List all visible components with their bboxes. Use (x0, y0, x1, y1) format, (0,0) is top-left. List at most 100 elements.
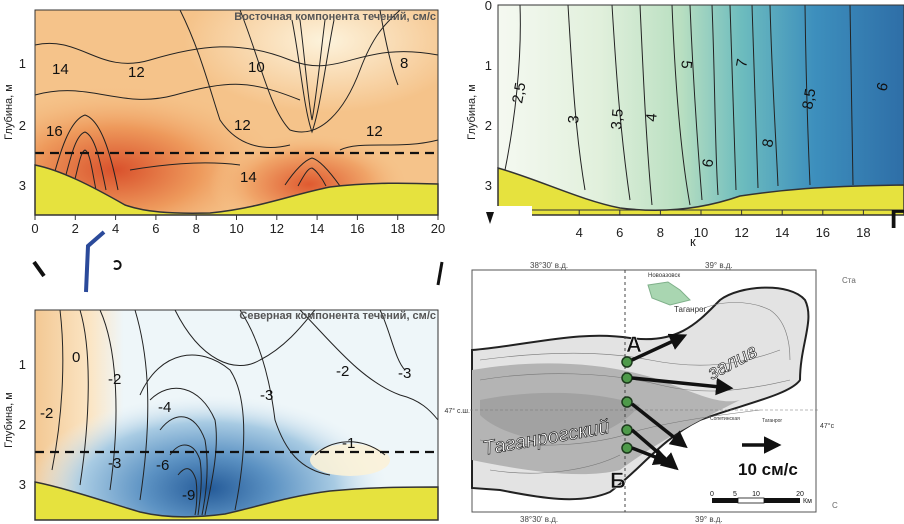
north-contour-label: -4 (158, 399, 171, 416)
salinity-contour-label: 4 (643, 113, 661, 123)
north-y-ticks: 1 2 3 (19, 357, 26, 492)
salinity-y-ticks: 0 1 2 3 (485, 0, 492, 193)
map-station (621, 396, 633, 408)
north-contour-label: -1 (342, 435, 355, 452)
map-point-b: Б (610, 468, 626, 493)
salinity-y-tick: 2 (485, 118, 492, 133)
left-fragment (32, 260, 46, 278)
letter-fragment (113, 260, 122, 270)
salinity-y-tick: 1 (485, 58, 492, 73)
map-city-area (647, 281, 691, 306)
north-contour-label: -6 (156, 457, 169, 474)
east-panel: Восточная компонента течений, см/с 14 12… (3, 9, 445, 236)
salinity-panel-letter: Г (890, 204, 904, 234)
north-contour-label: 0 (72, 349, 80, 366)
north-contour-label: -2 (336, 363, 349, 380)
north-y-tick: 2 (19, 417, 26, 432)
east-contour-label: 12 (366, 123, 383, 140)
east-x-tick: 2 (72, 221, 79, 236)
map-isobaths (479, 302, 791, 474)
north-contour-label: -3 (260, 387, 273, 404)
salinity-x-tick: 8 (657, 225, 664, 240)
salinity-contour-label: 7 (733, 58, 751, 69)
blue-fragment (84, 230, 106, 293)
map-station (621, 424, 633, 436)
east-y-ticks: 1 2 3 (19, 56, 26, 193)
map-town-label: Таганрог (674, 305, 706, 314)
salinity-x-label-fragment: к (690, 234, 696, 249)
north-minimum (35, 310, 438, 520)
map-station (621, 356, 633, 368)
east-contour-label: 16 (46, 123, 63, 140)
east-contour-label: 14 (240, 169, 257, 186)
map-bottom-coord: 38°30' в.д. (520, 515, 558, 524)
north-contour-label: -2 (108, 371, 121, 388)
salinity-y-tick: 0 (485, 0, 492, 13)
north-contour-label: -3 (108, 455, 121, 472)
east-x-tick: 6 (152, 221, 159, 236)
salinity-x-tick: 12 (734, 225, 748, 240)
salinity-x-tick: 10 (694, 225, 708, 240)
map-km-tick: 5 (733, 491, 737, 498)
map-latitude-label: 47°с (820, 422, 835, 430)
salinity-contour-label: 5 (677, 60, 695, 70)
east-x-tick: 20 (431, 221, 445, 236)
east-contour-labels: 14 12 10 8 16 12 12 14 (46, 55, 408, 186)
east-isolines (34, 9, 439, 191)
salinity-y-axis-label: Глубина, м (466, 84, 478, 140)
map-latitude-label: 47° с.ш. (444, 407, 470, 415)
map-current-arrow (631, 376, 734, 396)
map-current-arrow (631, 446, 672, 466)
salinity-y-tick: 3 (485, 178, 492, 193)
map-right-fragment: Ста (842, 276, 856, 285)
east-x-ticks: 0 2 4 6 8 10 12 14 16 18 20 (31, 215, 445, 236)
salinity-x-tick: 16 (816, 225, 830, 240)
map-km-scale: 0 5 10 20 Км (710, 491, 812, 505)
map-panel: 38°30' в.д. 39° в.д. Ста С 38°30' в.д. 3… (444, 261, 856, 524)
salinity-contour-label: 8,5 (799, 87, 819, 110)
salinity-contour-label: 8 (759, 138, 777, 149)
map-bottom-coord: 39° в.д. (695, 515, 723, 524)
east-x-tick: 10 (229, 221, 243, 236)
north-contour-label: -9 (182, 487, 195, 504)
east-x-tick: 16 (350, 221, 364, 236)
salinity-x-tick: 14 (775, 225, 789, 240)
salinity-contour-label: 6 (699, 158, 717, 169)
map-current-arrow (631, 333, 688, 362)
east-title: Восточная компонента течений, см/с (234, 11, 436, 23)
salinity-contour-label: 3 (565, 115, 583, 125)
salinity-x-tick: 6 (616, 225, 623, 240)
north-seabed (34, 481, 439, 521)
east-x-tick: 14 (310, 221, 324, 236)
east-maximum-right (35, 10, 438, 215)
east-x-tick: 8 (193, 221, 200, 236)
east-y-axis-label: Глубина, м (3, 84, 15, 140)
map-top-coord: 38°30' в.д. (530, 261, 568, 270)
salinity-x-ticks: 4 6 8 10 12 14 16 18 (576, 210, 871, 240)
north-contour-labels: 0 -2 -2 -2 -4 -3 -3 -1 -3 -6 -9 (40, 349, 411, 504)
map-km-tick: 20 (796, 491, 804, 498)
east-contour-label: 12 (128, 64, 145, 81)
map-town-label: Новоазовск (648, 273, 681, 279)
east-x-tick: 0 (31, 221, 38, 236)
north-y-tick: 1 (19, 357, 26, 372)
north-contour-label: -3 (398, 365, 411, 382)
map-point-a: А (626, 332, 642, 357)
map-km-tick: 0 (710, 491, 714, 498)
north-frame (34, 309, 439, 521)
east-x-tick: 12 (270, 221, 284, 236)
map-current-arrow (630, 402, 688, 449)
map-station (621, 442, 633, 454)
salinity-isolines (504, 4, 854, 206)
map-km-tick: 10 (752, 491, 760, 498)
north-panel: Северная компонента течений, см/с 0 -2 -… (3, 309, 439, 521)
north-y-tick: 3 (19, 477, 26, 492)
map-stations (621, 356, 633, 454)
map-town-label: Сопетинская (710, 416, 740, 422)
east-contour-label: 14 (52, 61, 69, 78)
east-contour-label: 12 (234, 117, 251, 134)
north-title: Северная компонента течений, см/с (239, 310, 436, 322)
map-deepest-water (480, 392, 640, 441)
salinity-seabed (497, 167, 904, 216)
